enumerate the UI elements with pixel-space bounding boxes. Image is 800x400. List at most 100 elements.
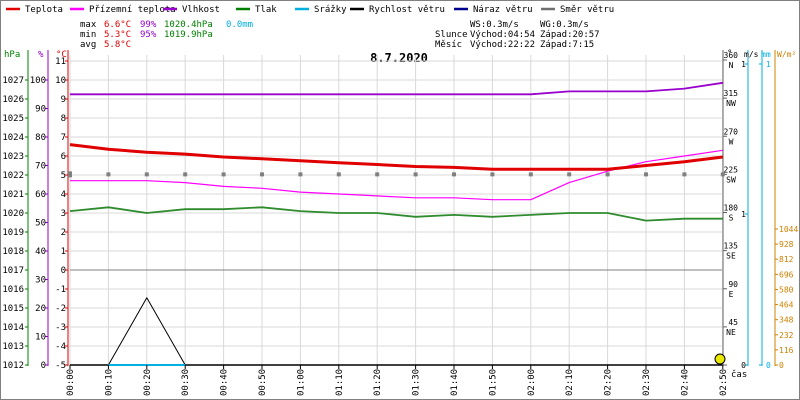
dir-name-label: W [729,137,734,146]
hpa-tick-label: 1015 [2,304,24,314]
temp-tick-label: 2 [61,228,66,238]
x-tick-label: 00:20 [143,369,153,396]
series-rychlost-vetru [70,297,723,366]
wm2-tick-label: 812 [779,255,794,264]
temp-tick-label: 10 [55,76,66,86]
hpa-tick-label: 1026 [2,95,24,105]
pct-tick-label: 50 [35,219,46,229]
x-tick-label: 02:50 [719,369,729,396]
x-tick-label: 01:50 [488,369,498,396]
wind-direction-point [336,172,341,177]
x-tick-label: 00:10 [104,369,114,396]
x-tick-label: 01:30 [412,369,422,396]
hpa-tick-label: 1013 [2,342,24,352]
temp-tick-label: 4 [61,190,66,200]
pct-tick-label: 70 [35,162,46,172]
legend-label: Tlak [255,5,277,15]
wm2-tick-label: 232 [779,331,794,340]
pct-tick-label: 10 [35,333,46,343]
wm2-tick-label: 348 [779,316,794,325]
legend-label: Teplota [25,5,63,15]
dir-tick-label: 270 [724,127,739,136]
dir-tick-label: 225 [724,165,739,174]
pct-tick-label: 40 [35,247,46,257]
pct-tick-label: 100 [30,76,46,86]
temp-tick-label: 3 [61,209,66,219]
wind-direction-point [413,172,418,177]
dir-tick-label: 180 [724,204,739,213]
x-tick-label: 00:50 [258,369,268,396]
hpa-tick-label: 1020 [2,209,24,219]
wind-direction-point [260,172,264,177]
wind-direction-point [682,172,687,177]
hpa-tick-label: 1022 [2,171,24,181]
wind-direction-point [605,172,610,177]
pct-tick-label: 20 [35,304,46,314]
stats-label: max [80,20,97,30]
temp-tick-label: 11 [55,57,66,67]
stats-table: max 6.6°C 99% 1020.4hPa 0.0mm min 5.3°C 95% 1019… [80,20,253,50]
x-axis-label: čas [731,369,747,380]
wm2-tick-label: 116 [779,346,794,355]
temp-tick-label: 6 [61,152,66,162]
pct-tick-label: 80 [35,133,46,143]
pct-tick-label: 60 [35,190,46,200]
wind-direction-point [144,172,149,177]
hpa-tick-label: 1018 [2,247,24,257]
wind-gust-readout: WG:0.3m/s [540,20,589,30]
dir-name-label: SE [726,252,736,261]
dir-name-label: NW [726,99,736,108]
hpa-tick-label: 1017 [2,266,24,276]
dir-name-label: NE [726,328,736,337]
wind-direction-point [298,172,303,177]
dir-name-label: SW [726,175,736,184]
dir-tick-label: 90 [728,280,738,289]
temp-axis-unit: °C [56,50,67,60]
temp-tick-label: -5 [55,361,66,371]
hpa-tick-label: 1027 [2,76,24,86]
wm2-tick-label: 1044 [779,225,798,234]
hpa-tick-label: 1025 [2,114,24,124]
wm2-tick-label: 928 [779,240,794,249]
hpa-tick-label: 1016 [2,285,24,295]
wind-direction-point [106,172,111,177]
mm-axis-unit: mm [761,50,771,59]
legend: Teplota Přízemní teplota Vlhkost Tlak Srážky… [6,5,614,15]
moon-label: Měsíc [435,40,462,50]
pct-tick-label: 30 [35,276,46,286]
wm2-tick-label: 0 [779,361,784,370]
legend-label: Směr větru [560,5,614,15]
dir-tick-label: 360 [724,51,739,60]
wm2-axis-unit: W/m² [777,50,796,59]
x-tick-label: 00:30 [181,369,191,396]
series-vlhkost [70,81,723,96]
dir-axis-unit: ° [727,49,732,59]
hpa-tick-label: 1021 [2,190,24,200]
mm-tick-label: 1 [766,60,771,69]
x-tick-label: 01:20 [373,369,383,396]
x-tick-label: 01:10 [335,369,345,396]
legend-label: Přízemní teplota [89,5,176,15]
dir-name-label: S [729,214,734,223]
stats-temp: 6.6°C [104,20,131,30]
stats-temp: 5.3°C [104,30,131,40]
sun-rise: Východ:04:54 [470,30,535,40]
dir-tick-label: 135 [724,242,739,251]
dir-name-label: N [729,61,734,70]
moon-rise: Východ:22:22 [470,40,535,50]
wind-direction-point [68,171,72,178]
temp-tick-label: 0 [61,266,66,276]
legend-label: Srážky [314,5,347,15]
temp-tick-label: -4 [55,342,66,352]
pct-tick-label: 90 [35,105,46,115]
pct-tick-label: 0 [41,361,46,371]
hpa-tick-label: 1023 [2,152,24,162]
sun-set: Západ:20:57 [540,30,600,40]
mm-tick-label: 0 [766,361,771,370]
ms-axis-unit: m/s [744,50,759,59]
hpa-tick-label: 1019 [2,228,24,238]
series-tlak [69,206,723,222]
wind-direction-point [221,172,226,177]
